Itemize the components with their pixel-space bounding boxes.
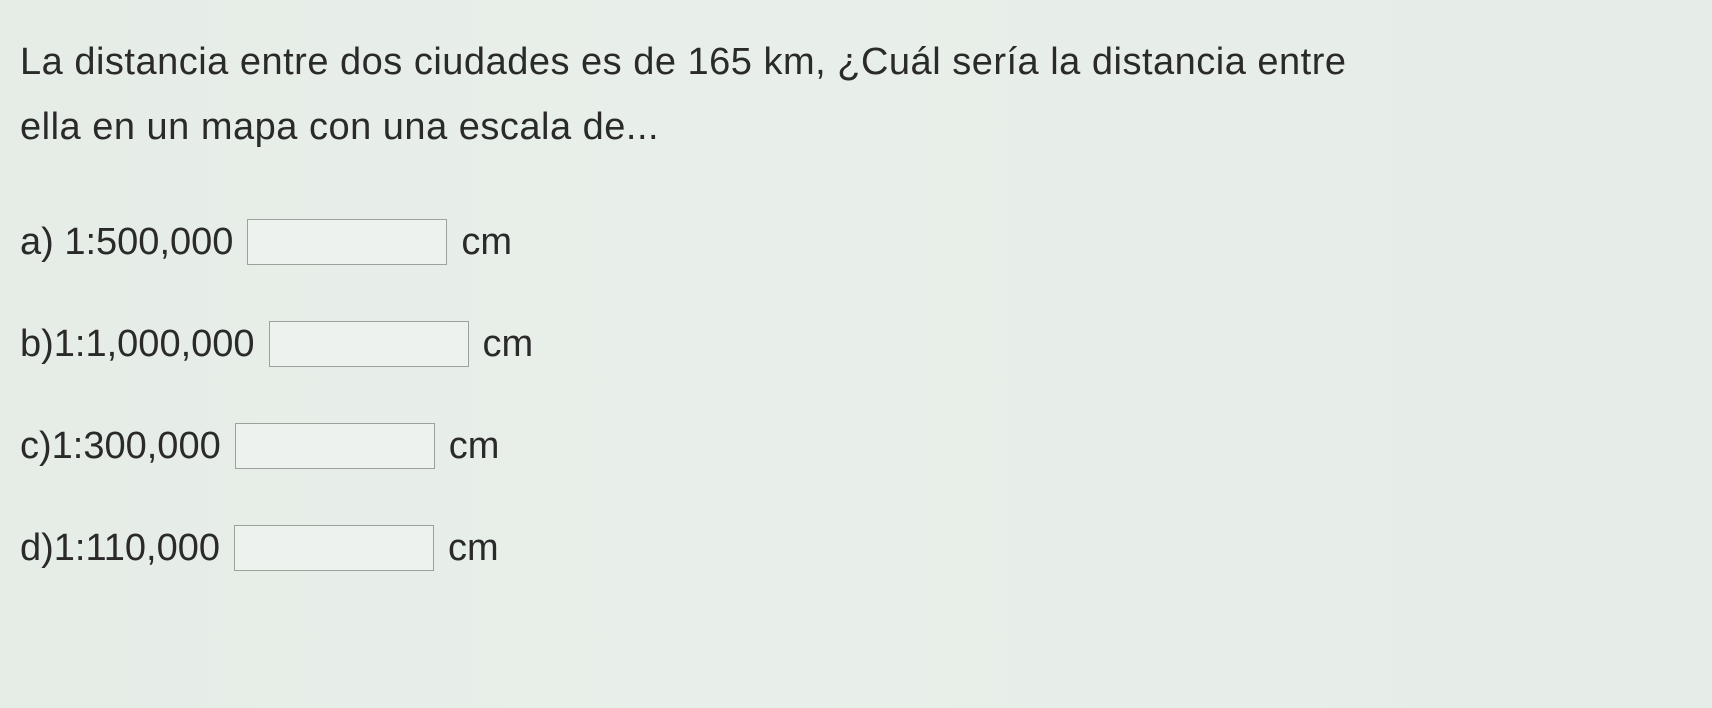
answer-input-a[interactable] (247, 219, 447, 265)
question-text: La distancia entre dos ciudades es de 16… (20, 30, 1688, 159)
options-list: a) 1:500,000 cm b)1:1,000,000 cm c)1:300… (20, 219, 1688, 571)
option-row-a: a) 1:500,000 cm (20, 219, 1688, 265)
option-label-c: c)1:300,000 (20, 425, 221, 468)
answer-input-c[interactable] (235, 423, 435, 469)
unit-label-a: cm (461, 221, 512, 264)
unit-label-c: cm (449, 425, 500, 468)
unit-label-d: cm (448, 527, 499, 570)
exercise-page: La distancia entre dos ciudades es de 16… (0, 0, 1712, 708)
option-label-a: a) 1:500,000 (20, 221, 233, 264)
unit-label-b: cm (483, 323, 534, 366)
question-line-2: ella en un mapa con una escala de... (20, 106, 659, 148)
question-line-1: La distancia entre dos ciudades es de 16… (20, 41, 1347, 83)
option-row-d: d)1:110,000 cm (20, 525, 1688, 571)
option-label-d: d)1:110,000 (20, 527, 220, 570)
option-row-c: c)1:300,000 cm (20, 423, 1688, 469)
answer-input-d[interactable] (234, 525, 434, 571)
option-row-b: b)1:1,000,000 cm (20, 321, 1688, 367)
option-label-b: b)1:1,000,000 (20, 323, 255, 366)
answer-input-b[interactable] (269, 321, 469, 367)
